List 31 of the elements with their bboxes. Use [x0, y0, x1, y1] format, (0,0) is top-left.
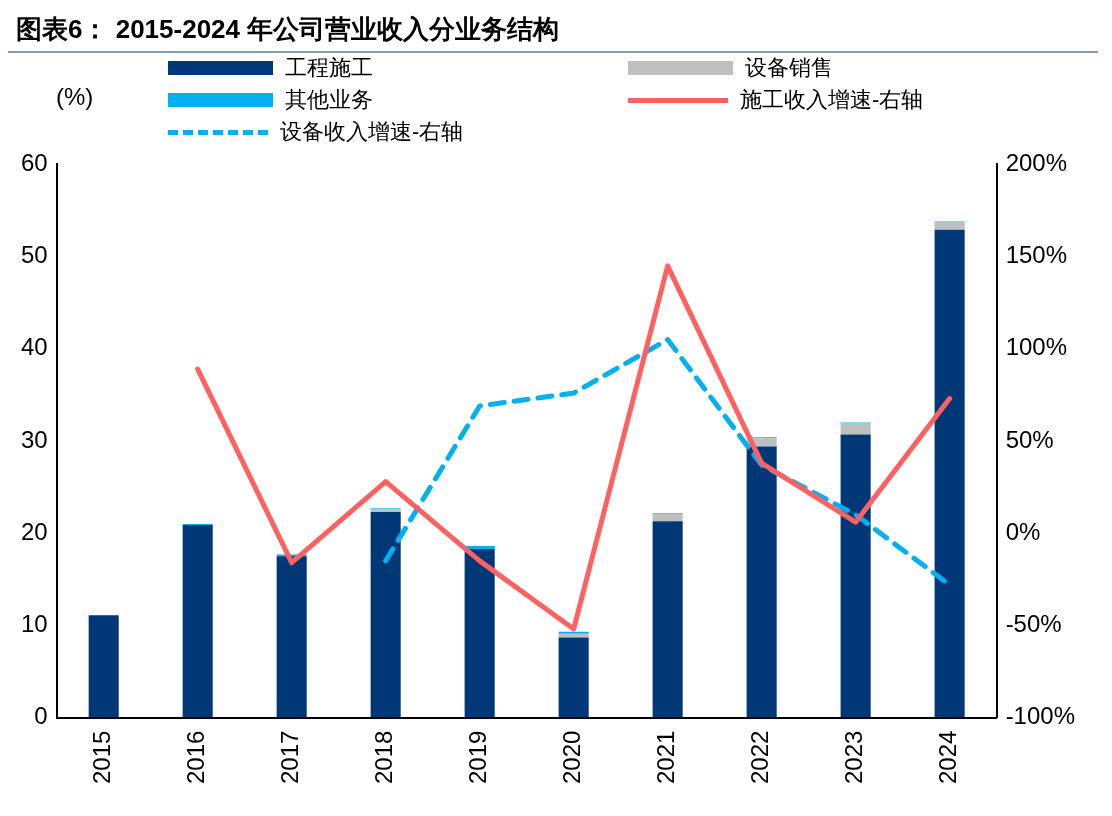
x-tick-label: 2016 [182, 730, 210, 784]
x-tick-label: 2024 [934, 730, 962, 784]
y2-tick-label: 200% [1005, 149, 1068, 177]
legend-label: 设备销售 [745, 54, 833, 82]
y-tick-label: 10 [20, 610, 48, 638]
y2-tick-label: 0% [1005, 517, 1041, 545]
legend-label: 其他业务 [285, 86, 373, 114]
x-tick-label: 2023 [840, 730, 868, 784]
x-tick-label: 2019 [464, 730, 492, 784]
y2-tick-label: 50% [1005, 425, 1054, 453]
y-tick-label: 0 [34, 702, 48, 730]
x-tick-label: 2020 [558, 730, 586, 784]
x-tick-label: 2018 [370, 730, 398, 784]
y-tick-label: 40 [20, 333, 48, 361]
legend-label: 施工收入增速-右轴 [740, 86, 924, 114]
y-tick-label: 20 [20, 517, 48, 545]
y2-tick-label: -50% [1005, 610, 1062, 638]
y-axis-title: (%) [56, 83, 94, 111]
y2-tick-label: 150% [1005, 241, 1068, 269]
x-tick-label: 2015 [88, 730, 116, 784]
x-tick-label: 2021 [652, 730, 680, 784]
legend-label: 工程施工 [285, 54, 373, 82]
chart-title: 图表6： 2015-2024 年公司营业收入分业务结构 [8, 8, 1098, 53]
y-tick-label: 30 [20, 425, 48, 453]
y-tick-label: 50 [20, 241, 48, 269]
x-tick-label: 2022 [746, 730, 774, 784]
x-tick-label: 2017 [276, 730, 304, 784]
y-tick-label: 60 [20, 149, 48, 177]
y2-tick-label: 100% [1005, 333, 1068, 361]
legend-label: 设备收入增速-右轴 [280, 118, 464, 146]
y2-tick-label: -100% [1005, 702, 1075, 730]
